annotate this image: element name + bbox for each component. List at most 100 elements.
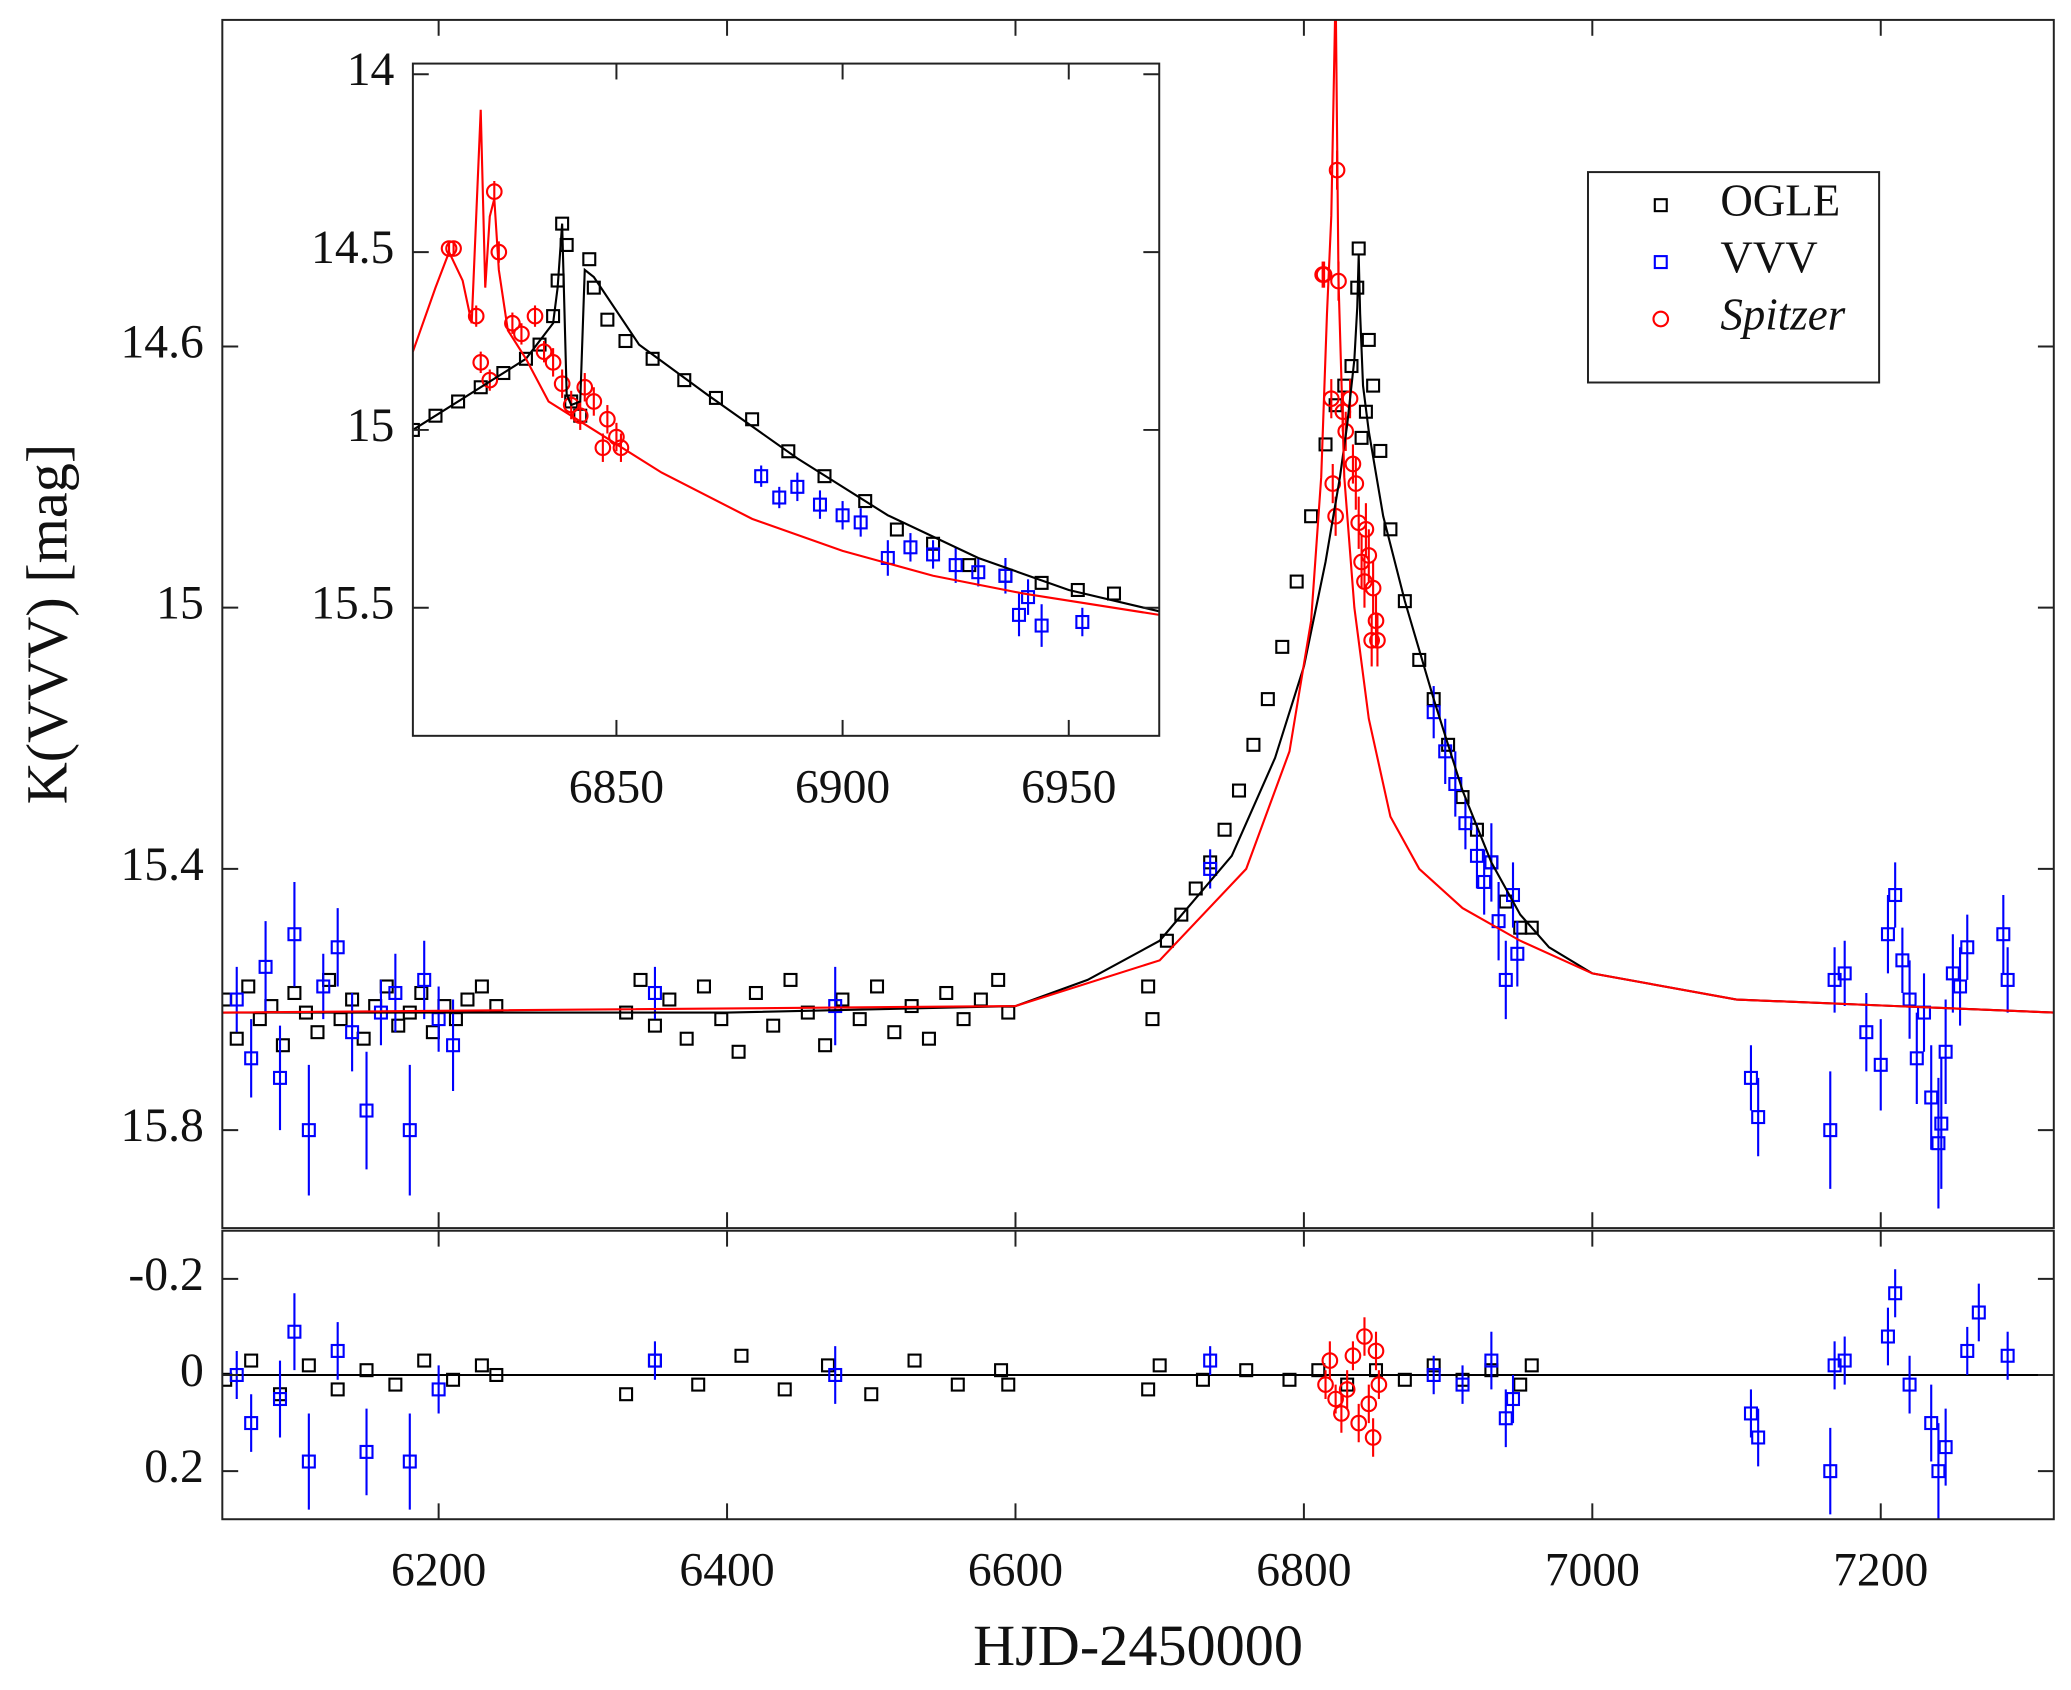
data-point (1361, 332, 1376, 347)
data-point (708, 390, 723, 405)
data-point (535, 343, 553, 361)
model-curve (412, 109, 1160, 616)
data-point (244, 1416, 259, 1431)
data-point (835, 508, 850, 523)
data-point (388, 985, 403, 1001)
data-point (903, 540, 918, 555)
x-tick-label: 7200 (1833, 1545, 1928, 1597)
data-point (1366, 378, 1381, 393)
data-point (402, 1454, 417, 1469)
data-point (777, 1382, 792, 1397)
data-point (1324, 475, 1342, 492)
data-point (330, 1343, 345, 1358)
y-tick-label: 15.4 (120, 839, 204, 891)
data-point (451, 394, 466, 409)
data-point (1360, 1395, 1378, 1413)
y-tick-label: 14 (347, 44, 395, 96)
x-tick-label: 6800 (1256, 1545, 1351, 1597)
data-point (1888, 1286, 1903, 1301)
data-point (864, 1387, 879, 1402)
data-point (1011, 607, 1027, 622)
data-point (1498, 1411, 1513, 1426)
data-point (428, 408, 443, 423)
data-point (330, 1382, 345, 1397)
data-point (467, 307, 485, 325)
data-point (1370, 1376, 1388, 1393)
data-point (1938, 1044, 1953, 1059)
data-point (1231, 783, 1247, 798)
data-point (474, 1358, 489, 1373)
data-point (994, 1363, 1009, 1378)
data-point (950, 1377, 965, 1392)
plot-frame (411, 62, 1161, 737)
data-point (677, 373, 692, 388)
y-tick-label: -0.2 (128, 1249, 203, 1301)
data-point (345, 1025, 360, 1040)
data-point (817, 469, 832, 484)
data-point (417, 972, 432, 987)
y-tick-label: 15.8 (120, 1100, 203, 1152)
data-point (1327, 507, 1344, 525)
data-point (971, 565, 986, 580)
data-point (633, 972, 648, 987)
data-point (287, 1324, 302, 1339)
y-tick-label: 15 (156, 578, 204, 630)
data-point (1909, 1051, 1924, 1066)
data-point (1021, 590, 1036, 605)
data-point (1743, 1070, 1758, 1085)
data-point (1351, 241, 1366, 256)
data-point (1484, 1353, 1499, 1368)
data-point (748, 985, 763, 1001)
data-point (1953, 979, 1968, 994)
data-point (301, 1123, 316, 1138)
data-point (1311, 1363, 1326, 1378)
plot-area (412, 63, 1160, 736)
data-point (417, 1353, 432, 1368)
data-point (391, 1018, 406, 1033)
data-point (316, 979, 331, 994)
data-point (1141, 1382, 1156, 1397)
data-point (1524, 920, 1539, 935)
data-point (562, 396, 580, 414)
data-point (553, 375, 571, 393)
data-point (754, 469, 769, 484)
data-point (1289, 574, 1304, 589)
data-point (1902, 992, 1917, 1007)
data-point (1239, 1363, 1254, 1378)
x-tick-label: 6600 (968, 1545, 1063, 1597)
data-point (790, 479, 805, 494)
data-point (600, 312, 615, 327)
data-point (1960, 1343, 1975, 1358)
y-tick-label: 15 (347, 400, 395, 452)
data-point (1924, 1090, 1939, 1105)
y-tick-label: 0 (180, 1345, 204, 1397)
data-point (330, 940, 345, 955)
data-point (504, 314, 521, 332)
data-point (244, 1051, 259, 1066)
data-point (1873, 1057, 1888, 1072)
data-point (691, 1377, 706, 1392)
data-point (1931, 1136, 1946, 1151)
model-curve (412, 223, 1160, 613)
data-point (1369, 631, 1386, 649)
data-point (388, 1377, 403, 1392)
legend-marker (1653, 255, 1668, 270)
data-point (359, 1103, 374, 1118)
data-point (1934, 1116, 1949, 1131)
legend-box (1586, 171, 1881, 384)
data-point (1360, 547, 1378, 564)
data-point (1106, 586, 1122, 601)
data-point (800, 1005, 815, 1020)
data-point (889, 522, 904, 537)
data-point (582, 252, 597, 267)
data-point (1383, 522, 1398, 537)
data-point (618, 333, 633, 349)
data-point (594, 439, 612, 457)
data-point (1141, 979, 1156, 994)
data-point (1458, 816, 1473, 831)
data-point (1412, 652, 1427, 667)
data-point (1996, 927, 2011, 942)
data-point (731, 1044, 746, 1059)
legend-label: OGLE (1720, 176, 1840, 226)
data-point (241, 979, 256, 994)
